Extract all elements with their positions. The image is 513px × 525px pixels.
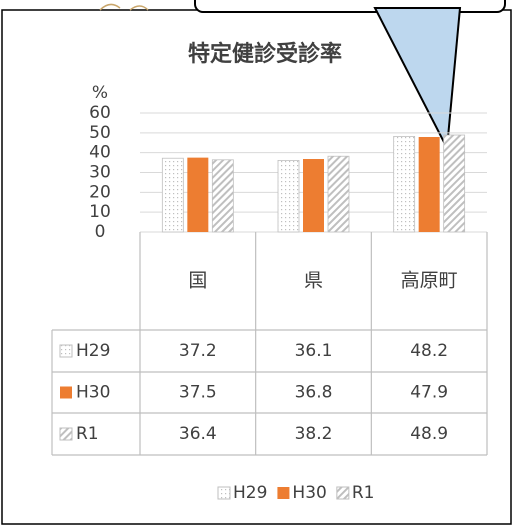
- legend-swatch: [218, 487, 230, 499]
- legend-swatch: [277, 487, 289, 499]
- legend-label: H30: [292, 483, 326, 503]
- table-value: 47.9: [410, 383, 448, 403]
- table-value: 48.2: [410, 341, 448, 361]
- table-value: 36.1: [295, 341, 333, 361]
- bar: [212, 160, 233, 232]
- y-tick-label: 30: [89, 163, 111, 183]
- legend-swatch: [337, 487, 349, 499]
- row-label: R1: [76, 424, 99, 444]
- illustration: [100, 4, 148, 10]
- bar: [444, 135, 465, 232]
- y-tick-label: 40: [89, 143, 111, 163]
- y-tick-label: 0: [95, 222, 106, 242]
- table-value: 37.2: [179, 341, 217, 361]
- chart-title: 特定健診受診率: [188, 41, 342, 67]
- y-tick-label: 50: [89, 123, 111, 143]
- legend-swatch: [60, 387, 72, 399]
- bar: [162, 158, 183, 232]
- row-label: H30: [76, 383, 110, 403]
- legend-swatch: [60, 428, 72, 440]
- category-label: 県: [304, 270, 323, 292]
- legend-label: R1: [352, 483, 375, 503]
- table-value: 48.9: [410, 424, 448, 444]
- table-value: 36.8: [295, 383, 333, 403]
- y-tick-label: 10: [89, 202, 111, 222]
- bar: [278, 160, 299, 232]
- row-label: H29: [76, 341, 110, 361]
- legend-swatch: [60, 345, 72, 357]
- table-value: 38.2: [295, 424, 333, 444]
- table-value: 36.4: [179, 424, 217, 444]
- y-axis-label: %: [92, 83, 108, 103]
- y-tick-label: 60: [89, 103, 111, 123]
- category-label: 高原町: [401, 270, 458, 292]
- category-label: 国: [188, 270, 207, 292]
- chart: 特定健診受診率 % 0102030405060 国 県 高原町 H29 37.2 36.1 4…: [0, 0, 513, 525]
- bar: [394, 136, 415, 232]
- bar: [187, 158, 208, 232]
- table-value: 37.5: [179, 383, 217, 403]
- y-tick-label: 20: [89, 182, 111, 202]
- bar: [419, 137, 440, 232]
- bar: [303, 159, 324, 232]
- legend-label: H29: [233, 483, 267, 503]
- bar: [328, 156, 349, 232]
